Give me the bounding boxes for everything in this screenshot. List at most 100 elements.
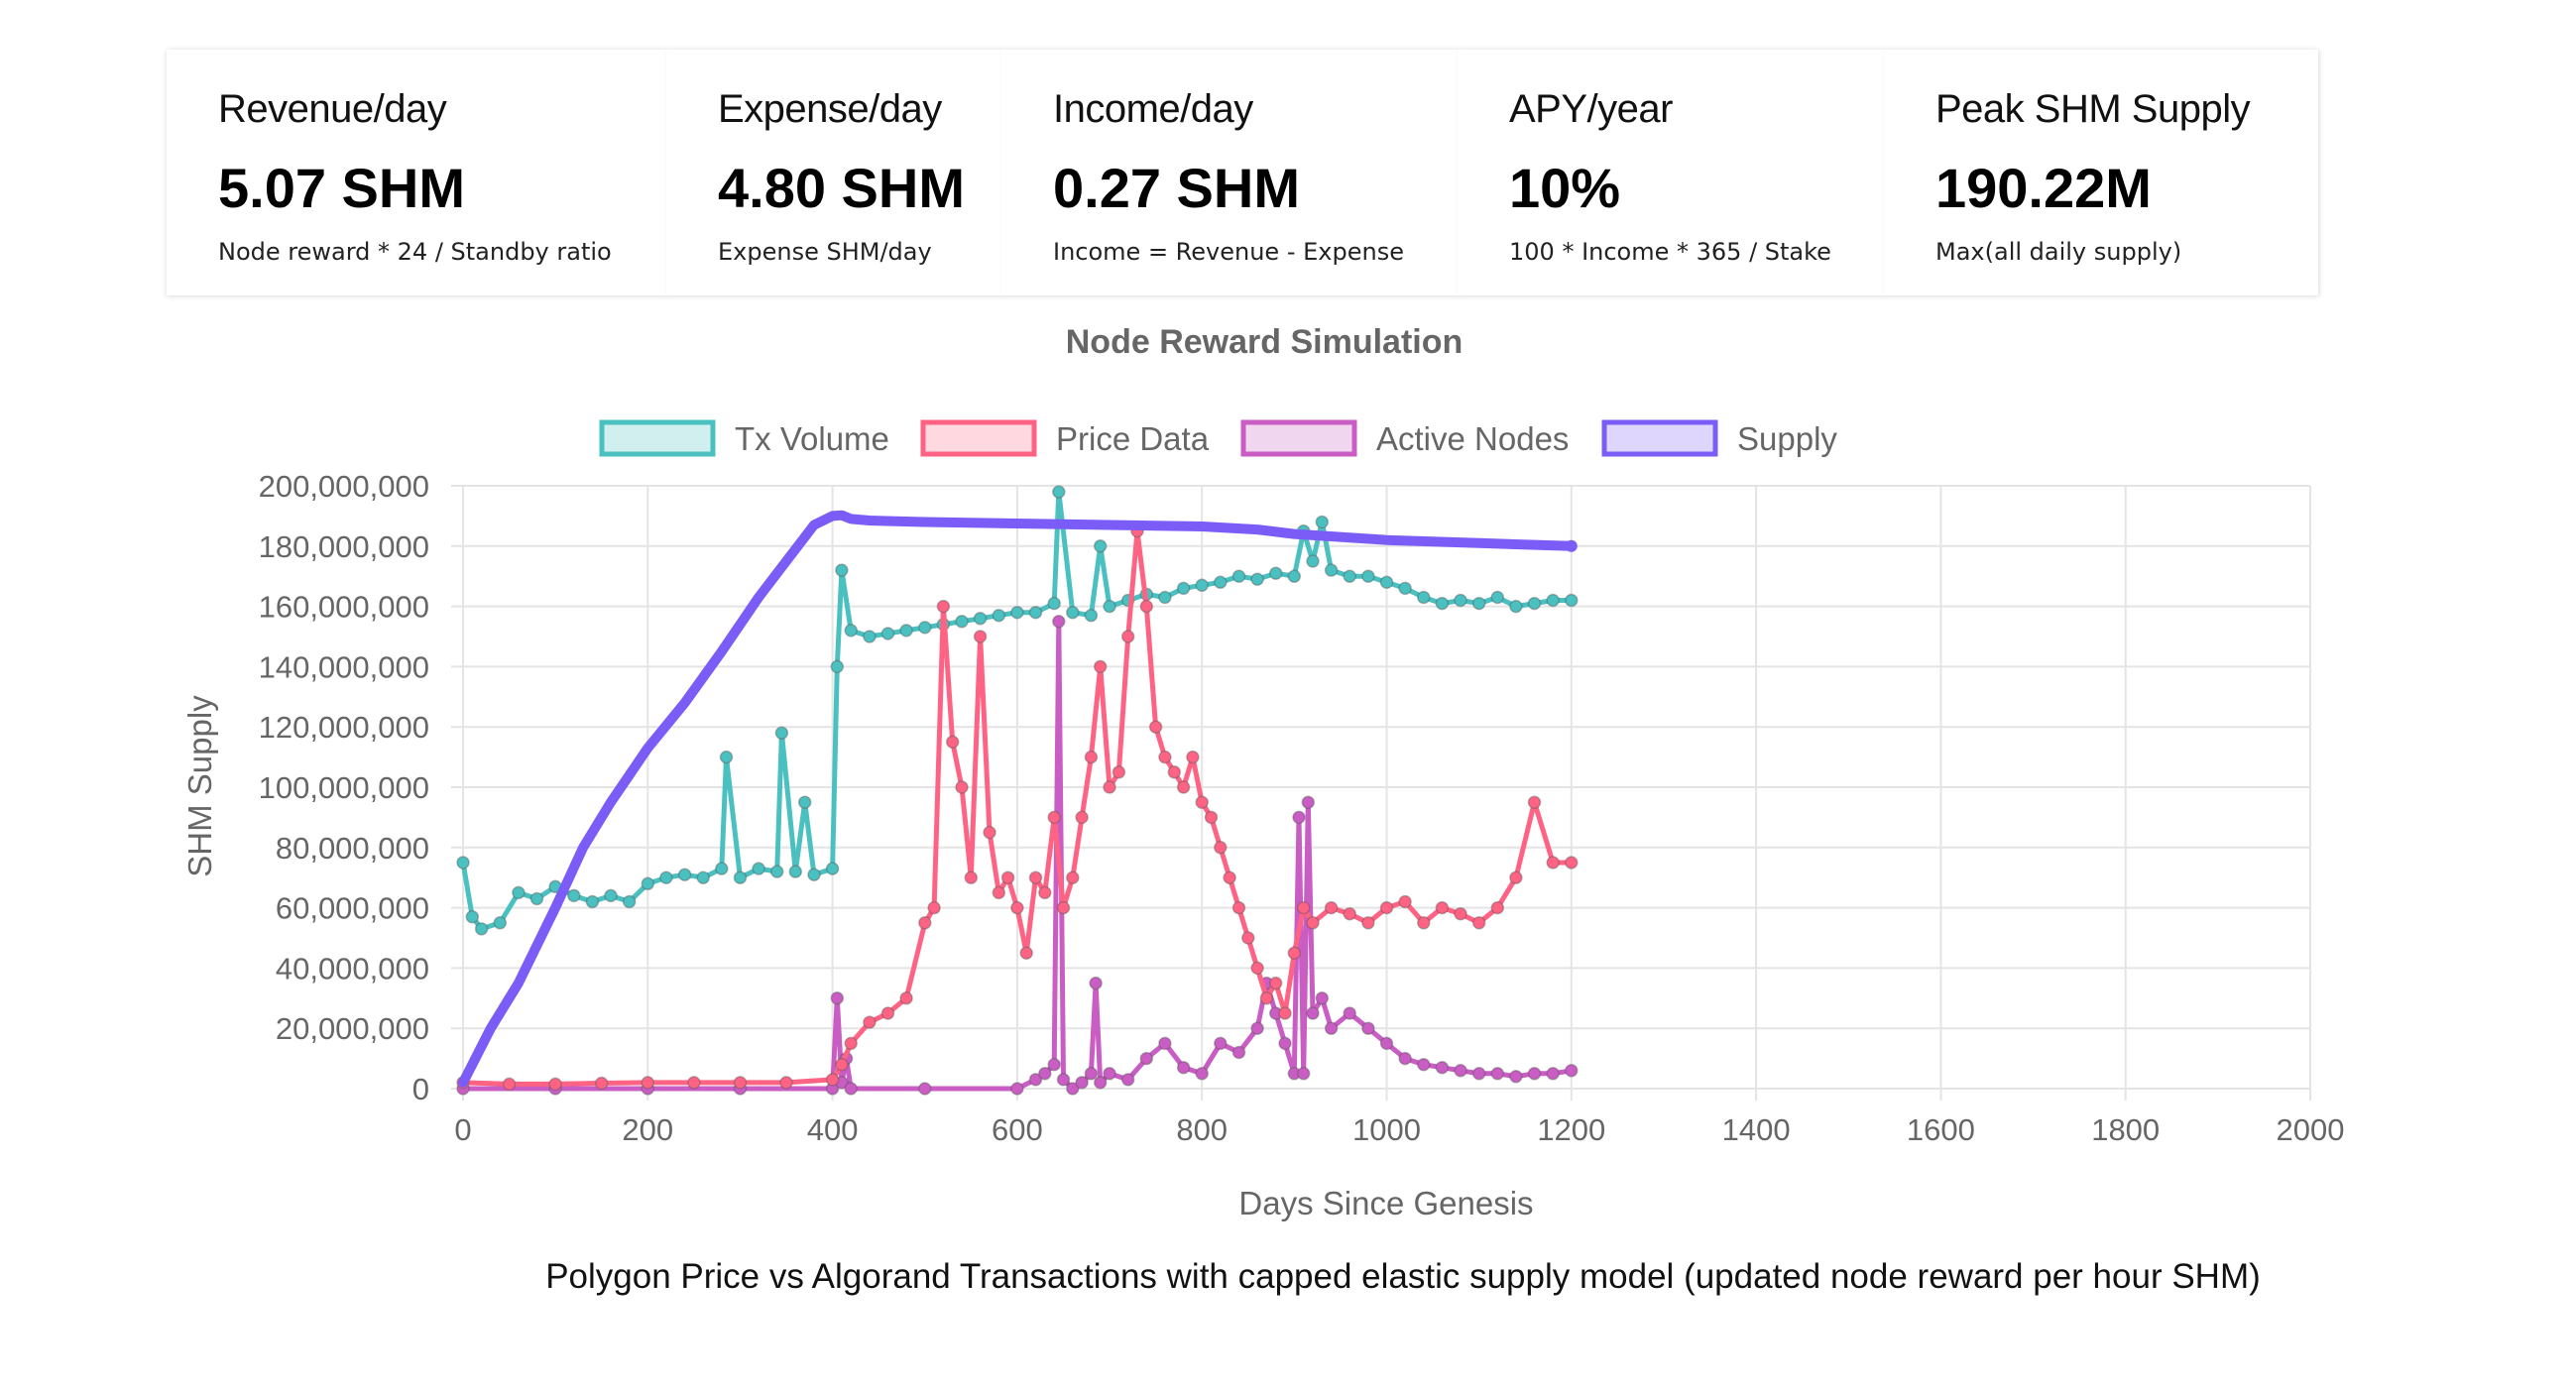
data-point xyxy=(1158,590,1172,605)
data-point xyxy=(641,1076,655,1090)
data-point xyxy=(1093,659,1108,674)
data-point xyxy=(830,991,845,1005)
data-point xyxy=(1490,1067,1505,1081)
data-point xyxy=(1176,1060,1191,1075)
data-point xyxy=(918,916,932,930)
stat-subtitle: Node reward * 24 / Standby ratio xyxy=(218,238,612,266)
x-tick-label: 1000 xyxy=(1352,1112,1421,1147)
data-point xyxy=(585,894,600,909)
data-point xyxy=(825,1073,840,1087)
stat-title: Peak SHM Supply xyxy=(1935,87,2251,131)
chart-title: Node Reward Simulation xyxy=(1066,323,1464,361)
data-point xyxy=(1490,900,1505,915)
data-point xyxy=(1471,1067,1486,1081)
data-point xyxy=(1120,630,1135,643)
data-point xyxy=(1120,1073,1135,1087)
data-point xyxy=(1546,593,1560,608)
data-point xyxy=(899,991,913,1005)
data-point xyxy=(1306,916,1320,930)
y-axis-label: SHM Supply xyxy=(181,695,218,877)
legend-label: Supply xyxy=(1737,420,1837,457)
data-point xyxy=(719,750,734,764)
stat-title: Income/day xyxy=(1053,87,1253,131)
data-point xyxy=(1167,765,1182,779)
data-point xyxy=(1278,1036,1292,1051)
data-point xyxy=(474,922,489,936)
data-point xyxy=(1250,572,1264,586)
data-point xyxy=(1379,900,1394,915)
data-point xyxy=(1343,569,1356,583)
x-tick-label: 400 xyxy=(807,1112,859,1147)
stat-value: 4.80 SHM xyxy=(718,157,965,219)
data-point xyxy=(1028,605,1043,620)
chart-axes: 0 200 400 600 800 1000 1200 1400 1600 1800 2000 0 20… xyxy=(259,469,2345,1147)
data-point xyxy=(1158,750,1172,764)
stat-subtitle: Income = Revenue - Expense xyxy=(1053,238,1404,266)
data-point xyxy=(1268,976,1283,990)
data-point xyxy=(1047,596,1061,611)
data-point xyxy=(1176,581,1191,596)
data-point xyxy=(1546,1067,1560,1081)
data-point xyxy=(1052,615,1066,629)
data-point xyxy=(687,1076,701,1090)
data-point xyxy=(1139,599,1154,614)
data-point xyxy=(1241,931,1255,945)
y-tick-label: 0 xyxy=(412,1072,429,1106)
data-point xyxy=(594,1076,609,1091)
caption-extra: (updated node reward per hour SHM) xyxy=(1684,1257,2261,1296)
chart-series xyxy=(456,485,1579,1096)
y-tick-label: 80,000,000 xyxy=(276,831,429,866)
stat-value: 10% xyxy=(1509,157,1621,219)
data-point xyxy=(752,862,765,875)
data-point xyxy=(1454,1064,1467,1078)
legend-swatch xyxy=(920,419,1037,457)
data-point xyxy=(1028,1073,1043,1087)
data-point xyxy=(1103,599,1116,614)
data-point xyxy=(529,891,544,906)
data-point xyxy=(548,1077,562,1092)
data-point xyxy=(1398,581,1412,596)
data-point xyxy=(493,916,508,930)
data-point xyxy=(1084,1067,1099,1081)
data-point xyxy=(1278,1006,1292,1020)
data-point xyxy=(733,1076,748,1090)
data-point xyxy=(1093,1076,1108,1090)
data-point xyxy=(465,909,480,924)
data-point xyxy=(659,870,673,884)
data-point xyxy=(973,630,988,643)
x-tick-label: 0 xyxy=(454,1112,471,1147)
data-point xyxy=(1435,1060,1450,1075)
data-point xyxy=(1361,1021,1375,1035)
data-point xyxy=(1084,608,1099,623)
data-point xyxy=(1148,720,1163,734)
caption-main: Polygon Price vs Algorand Transactions w… xyxy=(545,1257,1675,1296)
data-point xyxy=(1306,1006,1320,1020)
data-point xyxy=(1565,593,1579,608)
data-point xyxy=(1398,1051,1412,1066)
data-point xyxy=(1546,856,1560,870)
legend-label: Tx Volume xyxy=(735,420,889,457)
data-point xyxy=(1527,795,1542,809)
chart-legend: Tx Volume Price Data Active Nodes Supply xyxy=(599,419,1837,457)
x-tick-label: 1200 xyxy=(1537,1112,1605,1147)
data-point xyxy=(1214,575,1228,590)
data-point xyxy=(1471,916,1486,930)
x-tick-label: 1600 xyxy=(1907,1112,1975,1147)
data-point xyxy=(1324,1021,1339,1035)
data-point xyxy=(880,627,895,640)
data-point xyxy=(844,624,858,638)
data-point xyxy=(1296,1067,1311,1081)
stat-card-peak-supply: Peak SHM Supply 190.22M Max(all daily su… xyxy=(1884,50,2318,295)
data-point xyxy=(1565,539,1578,552)
y-tick-label: 160,000,000 xyxy=(259,590,429,625)
data-point xyxy=(1301,795,1316,809)
data-point xyxy=(456,856,470,870)
data-point xyxy=(1038,1067,1052,1081)
data-point xyxy=(774,726,789,741)
data-point xyxy=(1361,569,1375,583)
data-point xyxy=(1527,596,1542,611)
data-point xyxy=(1112,765,1126,779)
y-tick-label: 60,000,000 xyxy=(276,891,429,926)
data-point xyxy=(1056,900,1071,915)
data-point xyxy=(1527,1067,1542,1081)
